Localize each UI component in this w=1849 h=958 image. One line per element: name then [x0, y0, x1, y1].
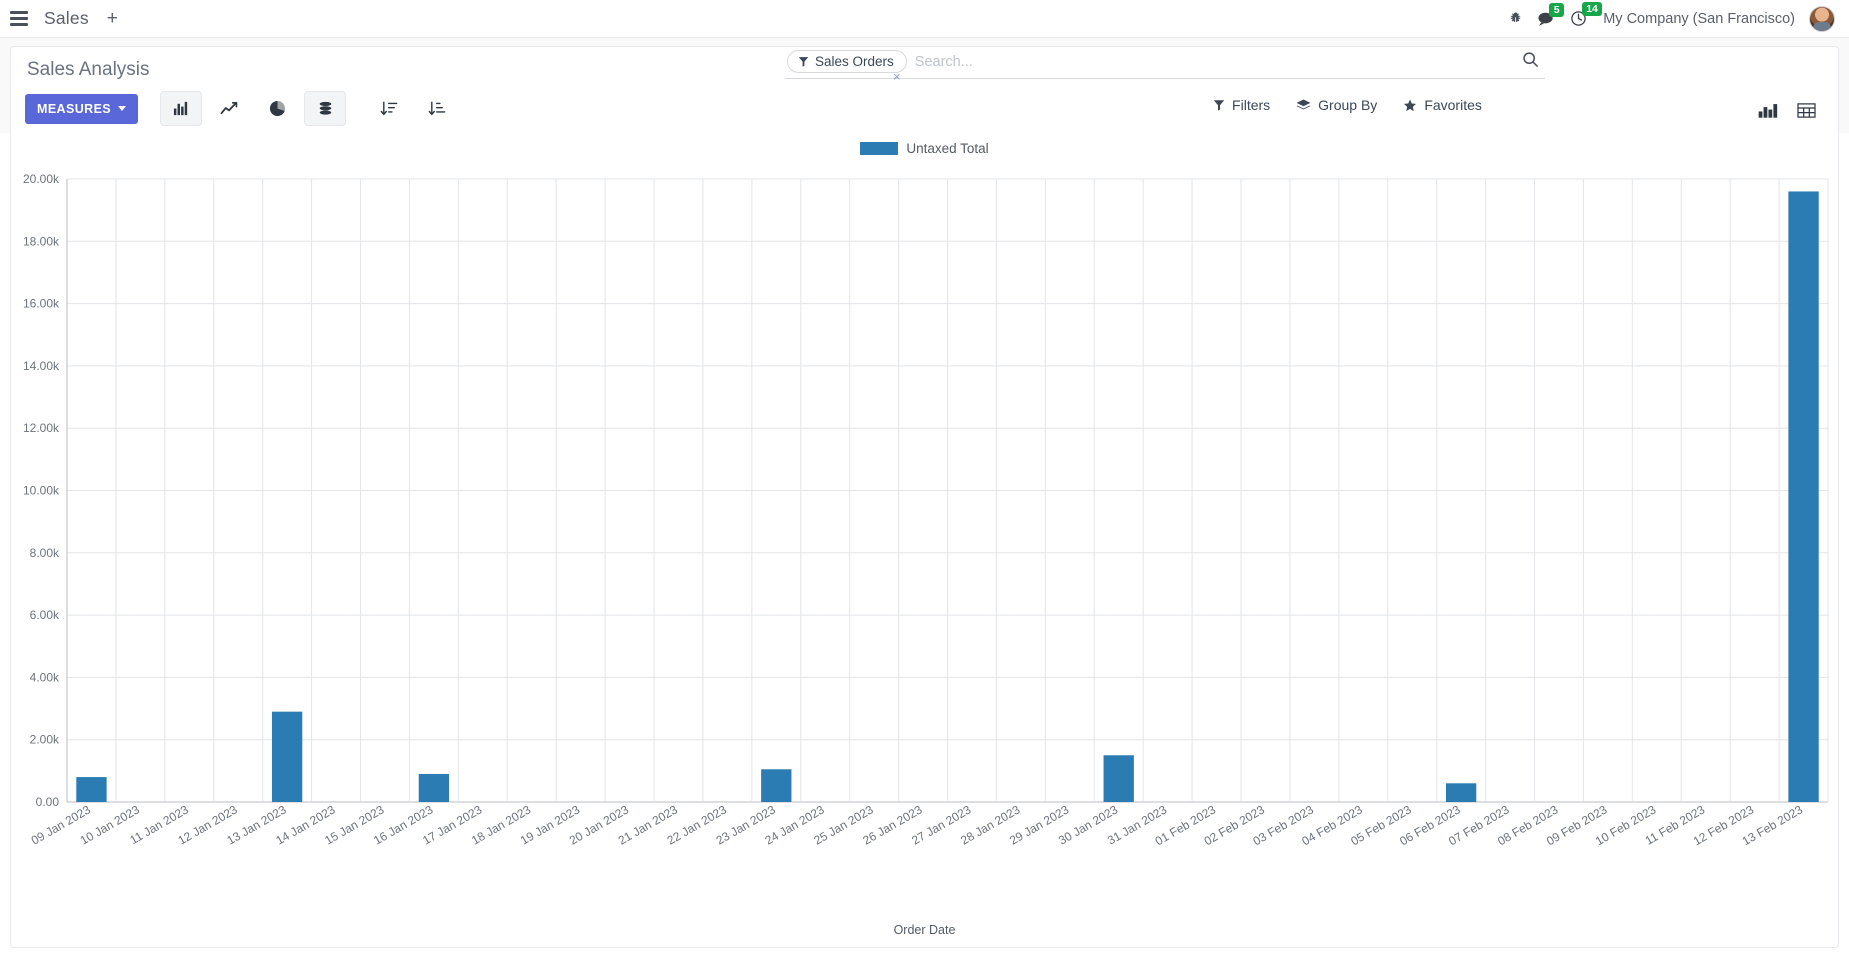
chart-bar[interactable] — [76, 777, 107, 802]
filter-icon — [1213, 100, 1225, 111]
chart-bar[interactable] — [1788, 191, 1819, 803]
chart-bar[interactable] — [761, 769, 792, 802]
y-axis-tick-label: 0.00 — [36, 795, 60, 809]
graph-view-button[interactable] — [1750, 95, 1786, 125]
groupby-menu-label: Group By — [1318, 97, 1378, 113]
star-icon — [1404, 99, 1417, 111]
control-panel: Sales Analysis MEASURES — [10, 46, 1839, 133]
navbar-right: 5 14 My Company (San Francisco) — [1508, 2, 1839, 32]
x-axis-title: Order Date — [893, 923, 956, 937]
view-switcher — [1750, 91, 1824, 125]
messages-icon[interactable]: 5 — [1537, 2, 1565, 27]
filters-menu[interactable]: Filters — [1213, 97, 1270, 113]
control-panel-wrapper: Sales Analysis MEASURES — [0, 38, 1849, 133]
filters-menu-label: Filters — [1232, 97, 1271, 113]
favorites-menu-label: Favorites — [1424, 97, 1482, 113]
graph-view: Untaxed Total 0.00 2.00k 4.00k 6.00k 8.00k 10… — [10, 133, 1839, 948]
company-name[interactable]: My Company (San Francisco) — [1603, 10, 1795, 27]
search-menus: Filters Group By Favorites — [1213, 91, 1482, 113]
filter-icon — [798, 57, 809, 67]
chart-legend: Untaxed Total — [11, 133, 1838, 156]
search-bar: Sales Orders × — [785, 47, 1545, 84]
layers-icon — [1296, 99, 1311, 109]
sort-ascending-icon[interactable] — [416, 91, 458, 126]
search-facet-label: Sales Orders — [815, 54, 894, 69]
avatar[interactable] — [1809, 5, 1835, 32]
bar-chart-svg[interactable]: 0.00 2.00k 4.00k 6.00k 8.00k 10.00k 12.00k 14.0… — [11, 167, 1838, 947]
top-navbar: Sales + 5 14 My Company (San Francisco) — [0, 0, 1849, 38]
groupby-menu[interactable]: Group By — [1296, 97, 1377, 113]
hamburger-icon[interactable] — [8, 10, 30, 28]
control-panel-row: MEASURES — [25, 50, 1824, 133]
stacked-icon[interactable] — [304, 91, 347, 126]
chart-bar[interactable] — [1445, 783, 1477, 802]
chart-bar[interactable] — [271, 711, 303, 802]
chart-tools: MEASURES — [25, 91, 458, 126]
navbar-left: Sales + — [8, 8, 122, 29]
bug-icon[interactable] — [1508, 11, 1523, 27]
chart-bar[interactable] — [1103, 755, 1134, 802]
measures-label: MEASURES — [37, 101, 112, 116]
y-axis-tick-label: 18.00k — [23, 234, 60, 248]
sort-descending-icon[interactable] — [368, 91, 410, 126]
bar-chart-icon[interactable] — [160, 91, 203, 126]
pivot-view-button[interactable] — [1788, 95, 1824, 125]
pie-chart-icon[interactable] — [256, 91, 298, 126]
y-axis-tick-label: 10.00k — [23, 484, 60, 498]
y-axis-tick-label: 4.00k — [30, 670, 60, 684]
chart-bar[interactable] — [418, 773, 450, 802]
y-axis-tick-label: 14.00k — [23, 359, 60, 373]
messages-badge: 5 — [1549, 2, 1565, 17]
y-axis-tick-label: 8.00k — [30, 546, 60, 560]
legend-swatch-untaxed-total — [860, 142, 899, 155]
search-facet-remove[interactable]: × — [893, 69, 901, 84]
app-name[interactable]: Sales — [44, 8, 89, 28]
search-input[interactable] — [906, 50, 1522, 73]
favorites-menu[interactable]: Favorites — [1403, 97, 1482, 113]
y-axis-tick-label: 20.00k — [23, 172, 60, 186]
y-axis-tick-label: 6.00k — [30, 608, 60, 622]
search-icon[interactable] — [1522, 51, 1543, 73]
page-title: Sales Analysis — [27, 59, 150, 80]
search-facet-sales-orders[interactable]: Sales Orders — [787, 50, 907, 73]
y-axis-tick-label: 2.00k — [30, 733, 60, 747]
chart-plot-area[interactable]: 0.00 2.00k 4.00k 6.00k 8.00k 10.00k 12.00k 14.0… — [11, 167, 1838, 947]
activities-badge: 14 — [1582, 2, 1602, 17]
chevron-down-icon — [118, 106, 127, 111]
line-chart-icon[interactable] — [208, 91, 250, 126]
legend-label-untaxed-total: Untaxed Total — [906, 141, 989, 156]
new-tab-button[interactable]: + — [106, 8, 118, 29]
activities-clock-icon[interactable]: 14 — [1570, 2, 1602, 27]
y-axis-tick-label: 12.00k — [23, 421, 60, 435]
y-axis-tick-label: 16.00k — [23, 297, 60, 311]
measures-button[interactable]: MEASURES — [25, 93, 139, 124]
